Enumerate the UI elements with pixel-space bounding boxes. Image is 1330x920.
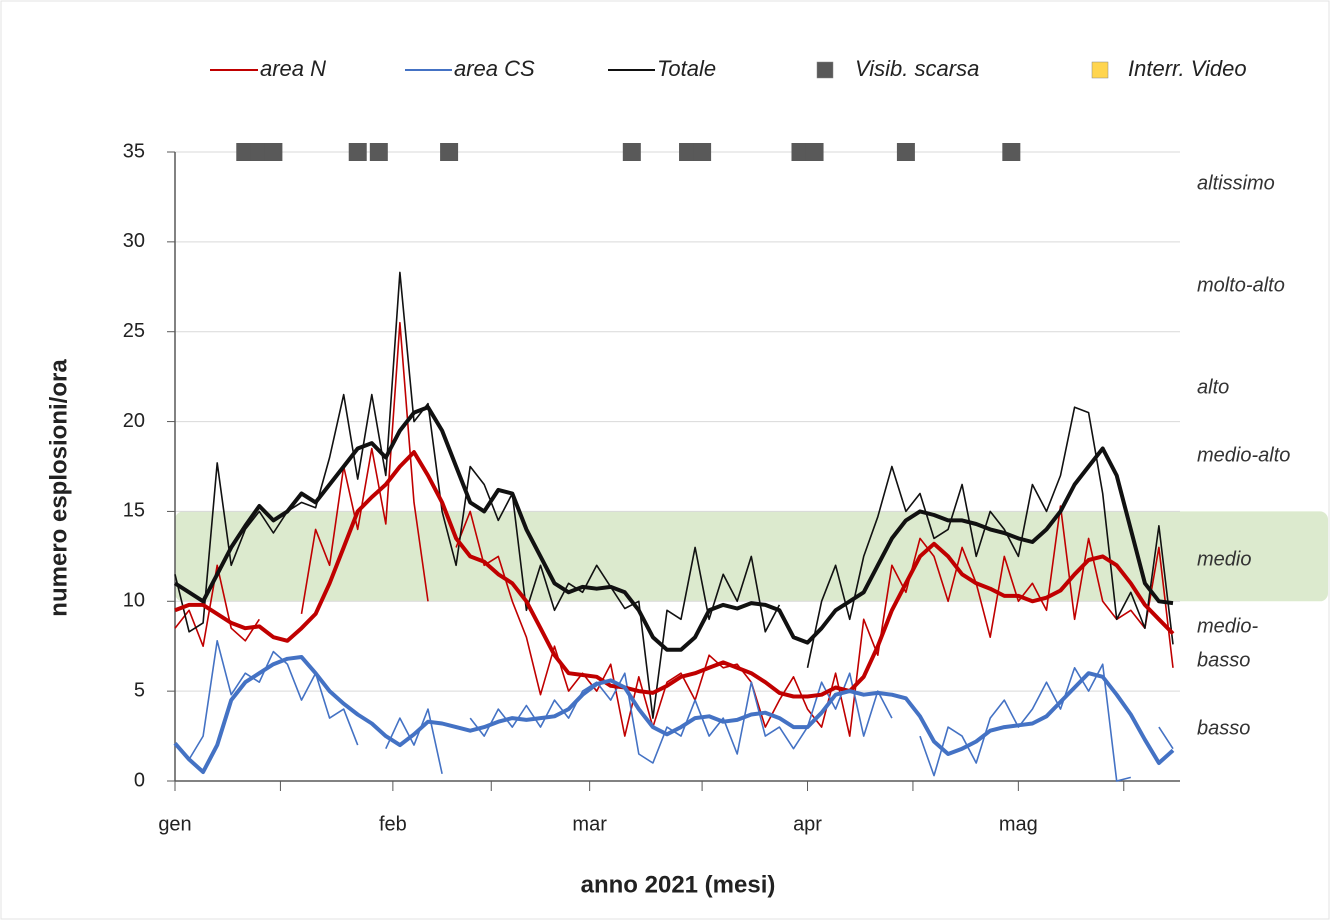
y-tick-label: 35	[123, 140, 145, 162]
level-label: basso	[1197, 717, 1250, 739]
visibility-marker	[250, 143, 269, 161]
x-tick-label: mag	[999, 813, 1038, 835]
legend-label: Interr. Video	[1128, 56, 1247, 81]
y-tick-label: 20	[123, 410, 145, 432]
visibility-marker	[805, 143, 824, 161]
level-label: molto-alto	[1197, 274, 1285, 296]
visibility-marker	[369, 143, 388, 161]
visibility-marker	[693, 143, 712, 161]
y-tick-label: 30	[123, 230, 145, 252]
y-axis-label: numero esplosioni/ora	[45, 359, 72, 617]
visibility-marker	[1002, 143, 1021, 161]
legend-label: area N	[260, 56, 326, 81]
smoothed-line	[174, 450, 1175, 699]
legend-label: Visib. scarsa	[855, 56, 979, 81]
visibility-marker	[896, 143, 915, 161]
level-label: medio-alto	[1197, 444, 1290, 466]
legend-label: area CS	[454, 56, 535, 81]
legend-swatch	[816, 61, 834, 79]
x-tick-label: feb	[379, 813, 407, 835]
level-label: basso	[1197, 649, 1250, 671]
visibility-marker	[348, 143, 367, 161]
y-tick-label: 10	[123, 590, 145, 612]
level-label: alto	[1197, 376, 1229, 398]
x-axis-label: anno 2021 (mesi)	[581, 871, 776, 898]
visibility-marker	[264, 143, 283, 161]
x-tick-label: apr	[793, 813, 822, 835]
daily-line	[174, 271, 1174, 719]
level-label: medio-	[1197, 615, 1258, 637]
level-label: medio	[1197, 548, 1251, 570]
visibility-marker	[679, 143, 698, 161]
smoothed-line	[173, 655, 1175, 774]
legend-label: Totale	[657, 56, 716, 81]
level-label: altissimo	[1197, 172, 1275, 194]
visibility-marker	[622, 143, 641, 161]
visibility-marker	[440, 143, 459, 161]
y-tick-label: 5	[134, 679, 145, 701]
smoothed-line	[173, 405, 1174, 652]
x-tick-label: mar	[572, 813, 607, 835]
visibility-marker	[236, 143, 255, 161]
y-tick-label: 0	[134, 769, 145, 791]
visibility-marker	[791, 143, 810, 161]
legend-swatch	[1091, 61, 1109, 79]
x-tick-label: gen	[158, 813, 191, 835]
y-tick-label: 25	[123, 320, 145, 342]
y-tick-label: 15	[123, 500, 145, 522]
